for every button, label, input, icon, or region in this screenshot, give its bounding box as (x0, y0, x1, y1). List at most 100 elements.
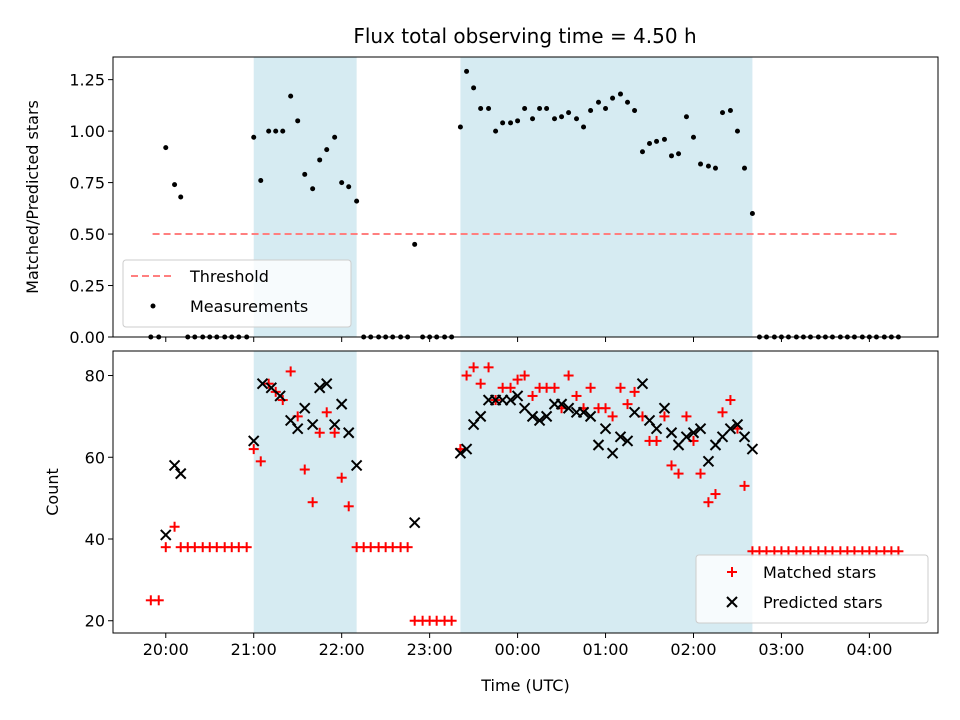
bot-y-tick-label: 40 (85, 530, 105, 549)
measurement-point (464, 68, 470, 74)
predicted-star-point (614, 431, 627, 443)
matched-star-point (314, 427, 325, 438)
predicted-star-point (350, 459, 363, 472)
bot-y-tick-label: 60 (85, 448, 105, 467)
predicted-star-point (746, 443, 759, 455)
predicted-star-point (265, 382, 278, 394)
measurement-point (705, 163, 711, 169)
x-tick-label: 04:00 (846, 640, 892, 659)
matched-star-point (607, 411, 618, 422)
measurement-point (324, 147, 330, 153)
predicted-star-point (738, 431, 751, 443)
predicted-star-point (248, 435, 260, 447)
chart-title: Flux total observing time = 4.50 h (353, 24, 696, 48)
legend-matched-label: Matched stars (763, 563, 876, 582)
measurement-point (288, 93, 294, 99)
predicted-star-point (454, 447, 467, 459)
measurement-point (493, 128, 499, 134)
matched-star-point (285, 366, 296, 377)
matched-star-point (299, 464, 310, 475)
predicted-star-point (606, 447, 619, 459)
top-axes-frame (112, 56, 939, 338)
x-tick-label: 22:00 (319, 640, 365, 659)
matched-star-point (461, 370, 472, 381)
bottom-panel: 20:00 21:00 22:00 23:00 00:00 01:00 02:00 03:00… (43, 350, 939, 695)
matched-star-point (277, 395, 288, 406)
bot-shaded-interval-0 (253, 351, 357, 633)
matched-star-point (651, 435, 662, 446)
matched-star-point (483, 362, 494, 373)
bottom-y-ticks: 20 40 60 80 (85, 367, 113, 631)
matched-star-point (505, 382, 516, 393)
top-y-tick-label: 1.25 (69, 71, 105, 90)
measurement-point (354, 198, 360, 204)
measurement-point (251, 134, 257, 140)
predicted-star-point (584, 410, 597, 423)
measurement-point (486, 105, 492, 111)
matched-star-point (255, 456, 266, 467)
matched-star-point (153, 595, 164, 606)
matched-star-point (446, 615, 457, 626)
predicted-star-point (256, 377, 269, 390)
measurement-point (676, 151, 682, 157)
matched-star-point (307, 497, 318, 508)
matched-star-point (402, 542, 413, 553)
bot-y-tick-label: 80 (85, 367, 105, 386)
matched-star-point (673, 468, 684, 479)
measurement-point (412, 241, 418, 247)
measurement-point (339, 180, 345, 186)
predicted-star-point (724, 422, 737, 435)
matched-star-point (336, 472, 347, 483)
measurement-point (559, 114, 565, 120)
measurement-point (720, 110, 726, 116)
measurement-point (471, 85, 477, 91)
x-tick-label: 03:00 (758, 640, 804, 659)
top-legend-box (122, 259, 352, 328)
matched-star-point (717, 407, 728, 418)
predicted-star-point (175, 467, 187, 480)
predicted-star-point (540, 410, 553, 423)
measurement-point (712, 165, 718, 171)
measurement-point (317, 157, 323, 163)
x-tick-label: 01:00 (582, 640, 628, 659)
predicted-star-point (328, 418, 341, 431)
predicted-star-point (731, 418, 744, 431)
matched-star-point (468, 362, 479, 373)
x-tick-label: 20:00 (143, 640, 189, 659)
matched-star-point (563, 370, 574, 381)
bottom-axes-frame (112, 350, 939, 634)
legend-x-marker (726, 596, 738, 608)
measurement-point (266, 128, 272, 134)
matched-star-point (475, 378, 486, 389)
measurement-point (596, 99, 602, 105)
predicted-star-point (687, 427, 700, 439)
matched-star-point (622, 399, 633, 410)
predicted-star-point (621, 435, 634, 447)
predicted-star-point (665, 427, 678, 439)
matched-star-point (600, 403, 611, 414)
measurements-series (148, 68, 901, 340)
predicted-star-point (526, 410, 539, 423)
top-y-axis-label: Matched/Predicted stars (23, 100, 42, 294)
measurement-point (625, 99, 631, 105)
top-y-tick-label: 0.00 (69, 328, 105, 347)
predicted-star-point (291, 422, 304, 435)
predicted-star-point (474, 410, 487, 423)
matched-star-point (695, 468, 706, 479)
x-tick-label: 00:00 (495, 640, 541, 659)
predicted-star-point (168, 459, 181, 472)
predicted-star-point (650, 422, 663, 435)
predicted-star-point (343, 427, 355, 439)
measurement-point (742, 165, 748, 171)
matched-star-point (666, 460, 677, 471)
measurement-point (727, 108, 733, 114)
matched-star-point (321, 407, 332, 418)
matched-star-point (241, 542, 252, 553)
measurement-point (172, 182, 178, 188)
matched-stars-series (145, 362, 904, 626)
matched-star-point (519, 370, 530, 381)
measurement-point (537, 105, 543, 111)
predicted-stars-series (160, 377, 759, 541)
measurement-point (639, 149, 645, 155)
